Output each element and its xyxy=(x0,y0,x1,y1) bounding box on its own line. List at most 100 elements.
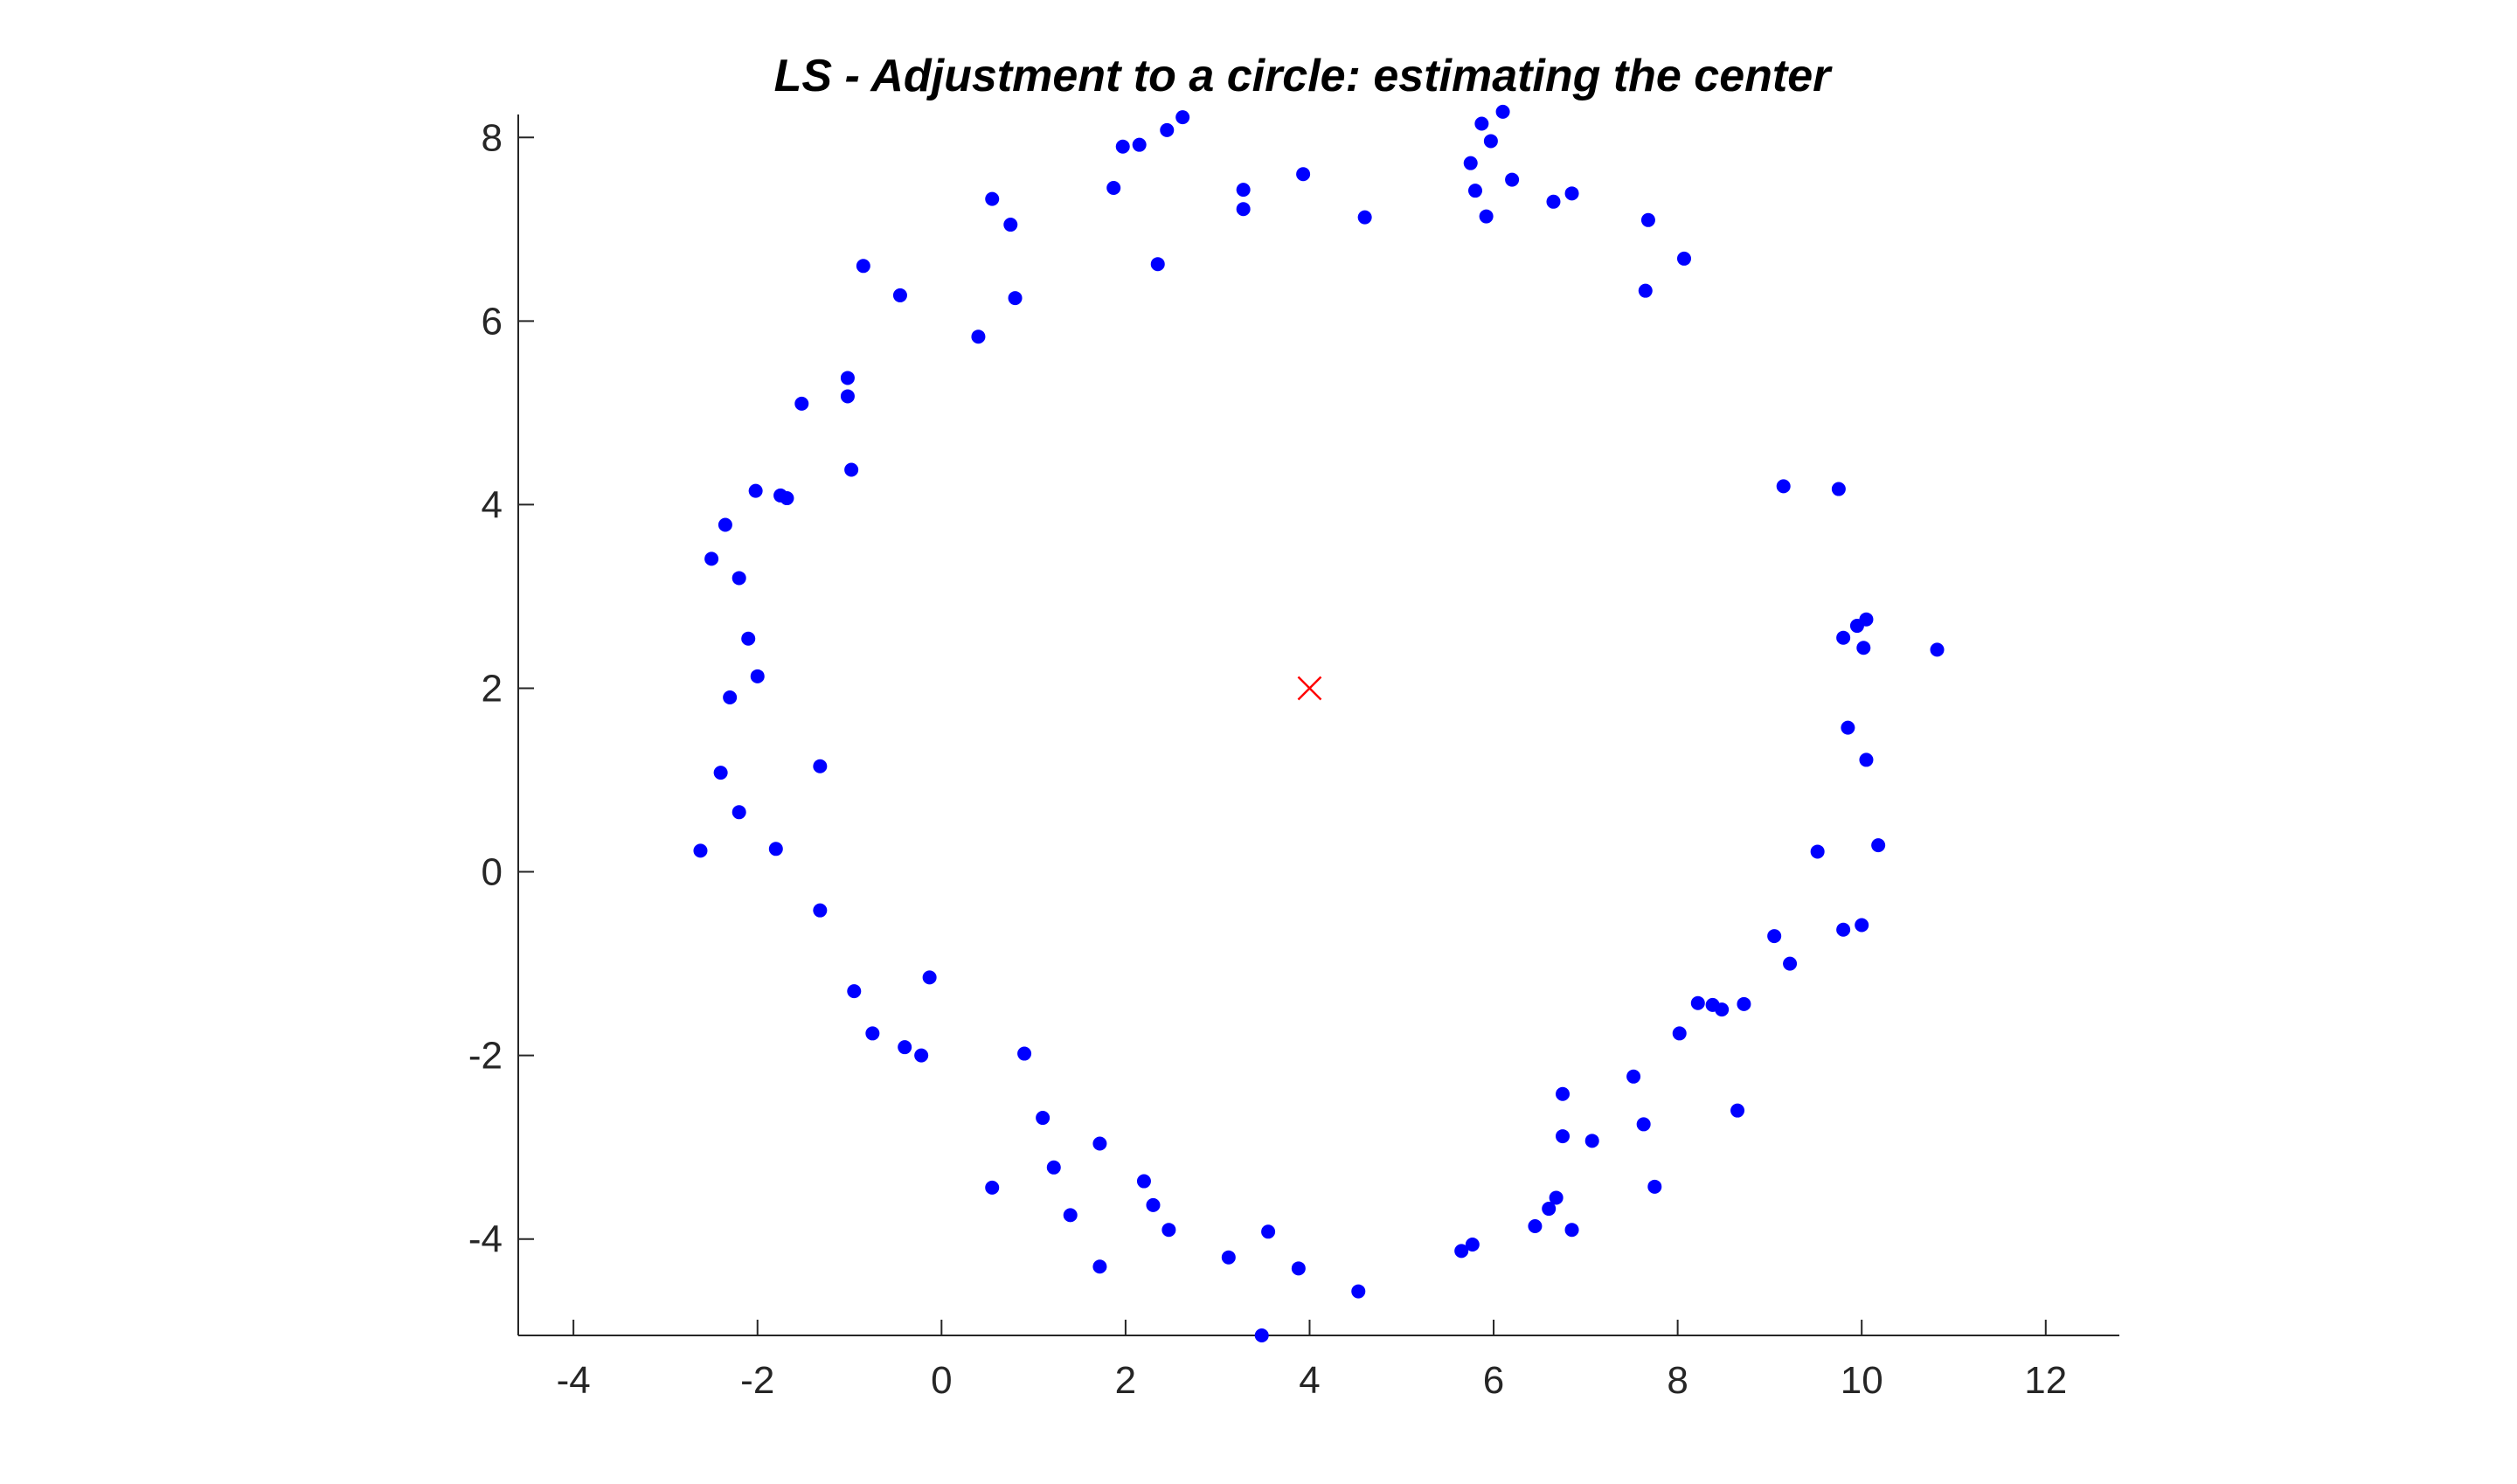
data-point xyxy=(1636,1117,1651,1132)
y-tick-label: -4 xyxy=(468,1218,503,1261)
data-point xyxy=(813,903,828,918)
data-point xyxy=(750,669,765,683)
data-point xyxy=(741,631,756,646)
data-point xyxy=(1556,1129,1571,1144)
data-point xyxy=(898,1040,912,1055)
data-point xyxy=(1479,209,1494,224)
data-point xyxy=(1008,291,1023,306)
data-point xyxy=(1063,1208,1078,1223)
data-point xyxy=(1690,995,1705,1010)
data-point xyxy=(922,970,937,985)
y-tick-label: 2 xyxy=(482,667,503,710)
data-point xyxy=(985,191,1000,206)
data-point xyxy=(1291,1261,1306,1276)
data-point xyxy=(1161,1223,1176,1238)
data-point xyxy=(723,690,738,704)
data-point xyxy=(780,491,794,506)
x-tick-label: 2 xyxy=(1115,1359,1136,1402)
data-point xyxy=(1672,1026,1687,1041)
x-tick-label: 10 xyxy=(1841,1359,1883,1402)
data-point xyxy=(1254,1328,1269,1342)
y-tick-label: 0 xyxy=(482,851,503,894)
data-point xyxy=(1505,172,1520,187)
data-point xyxy=(1236,183,1251,198)
data-point xyxy=(1549,1190,1564,1205)
x-tick-label: -4 xyxy=(557,1359,591,1402)
data-point xyxy=(1221,1250,1236,1265)
data-point xyxy=(1463,156,1478,170)
y-tick-label: -2 xyxy=(468,1035,503,1078)
data-point xyxy=(1638,283,1653,298)
data-point xyxy=(1474,116,1489,131)
data-point xyxy=(856,259,870,274)
data-point xyxy=(1036,1111,1050,1126)
data-point xyxy=(1467,184,1482,198)
data-points xyxy=(693,104,1945,1342)
data-point xyxy=(1046,1160,1061,1175)
data-point xyxy=(1003,218,1018,232)
data-point xyxy=(732,805,746,820)
data-point xyxy=(748,483,763,498)
data-point xyxy=(1465,1238,1480,1252)
data-point xyxy=(1146,1197,1161,1212)
data-point xyxy=(892,288,907,302)
x-tick-label: 12 xyxy=(2024,1359,2067,1402)
data-point xyxy=(844,462,859,477)
data-point xyxy=(840,389,855,404)
data-point xyxy=(1017,1046,1032,1061)
data-point xyxy=(1783,956,1798,971)
data-point xyxy=(1150,257,1165,272)
data-point xyxy=(847,984,862,999)
data-point xyxy=(1564,1223,1579,1238)
x-tick-label: 8 xyxy=(1667,1359,1688,1402)
data-point xyxy=(713,766,728,780)
data-point xyxy=(840,371,855,385)
data-point xyxy=(1836,630,1851,645)
data-point xyxy=(1528,1219,1543,1234)
data-point xyxy=(1454,1244,1469,1259)
data-point xyxy=(1542,1202,1557,1217)
x-tick-label: 4 xyxy=(1299,1359,1320,1402)
data-point xyxy=(1856,641,1871,655)
data-point xyxy=(1160,122,1175,137)
data-point xyxy=(1495,104,1510,119)
data-point xyxy=(1841,720,1855,735)
data-point xyxy=(971,329,986,344)
data-point xyxy=(1351,1284,1366,1299)
data-point xyxy=(1546,194,1561,209)
data-point xyxy=(813,759,828,773)
data-point xyxy=(1737,996,1751,1011)
data-point xyxy=(1859,752,1874,767)
y-tick-label: 4 xyxy=(482,483,503,526)
data-point xyxy=(1115,139,1130,154)
data-point xyxy=(1810,844,1825,859)
data-point xyxy=(1859,612,1874,627)
data-point xyxy=(1136,1174,1151,1189)
x-ticks: -4 -2 0 2 4 6 8 10 12 xyxy=(557,1320,2067,1402)
chart-title: LS - Adjustment to a circle: estimating … xyxy=(774,51,1834,101)
data-point xyxy=(1676,251,1691,266)
data-point xyxy=(1556,1086,1571,1101)
data-point xyxy=(914,1048,929,1063)
data-point xyxy=(1106,181,1121,196)
data-point xyxy=(1831,482,1846,496)
data-point xyxy=(1930,642,1945,657)
data-point xyxy=(1647,1179,1662,1194)
data-point xyxy=(1626,1069,1641,1084)
data-point xyxy=(865,1026,880,1041)
x-tick-label: -2 xyxy=(740,1359,774,1402)
data-point xyxy=(1236,202,1251,217)
data-point xyxy=(693,843,708,858)
data-point xyxy=(1564,186,1579,201)
data-point xyxy=(1715,1002,1730,1017)
x-tick-label: 6 xyxy=(1483,1359,1504,1402)
y-ticks: -4 -2 0 2 4 6 8 xyxy=(468,116,534,1261)
data-point xyxy=(1296,167,1311,182)
data-point xyxy=(1175,110,1190,125)
data-point xyxy=(1640,212,1655,227)
data-point xyxy=(718,517,732,532)
data-point xyxy=(1584,1134,1599,1148)
data-point xyxy=(1357,210,1372,225)
data-point xyxy=(1836,922,1851,937)
